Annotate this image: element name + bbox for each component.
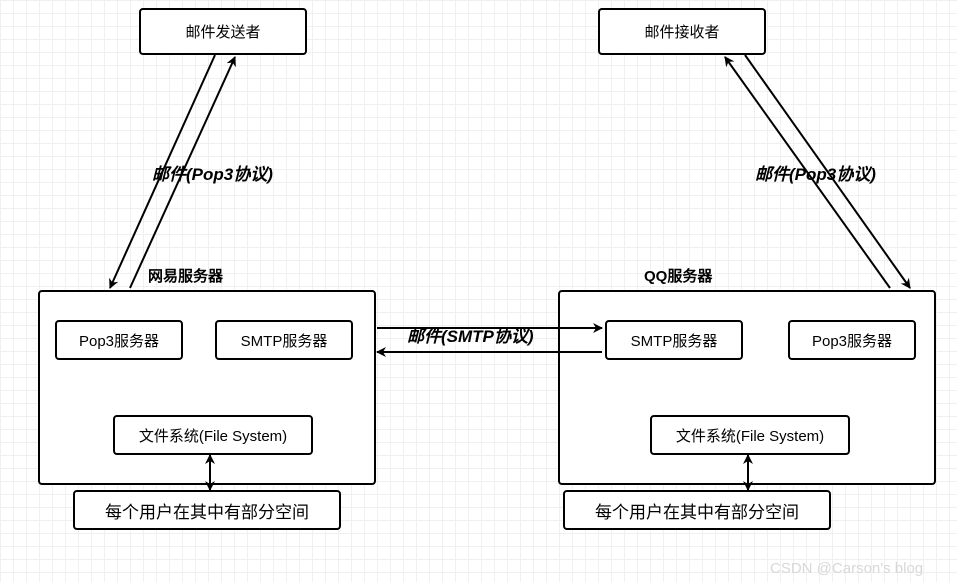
smtp-l-label: SMTP服务器 xyxy=(241,330,328,351)
smtp-server-left: SMTP服务器 xyxy=(215,320,353,360)
receiver-label: 邮件接收者 xyxy=(644,21,719,42)
space-r-label: 每个用户在其中有部分空间 xyxy=(595,498,799,523)
watermark-text: CSDN @Carson's blog xyxy=(770,560,923,577)
file-system-right: 文件系统(File System) xyxy=(650,415,850,455)
space-l-label: 每个用户在其中有部分空间 xyxy=(105,498,309,523)
fs-l-label: 文件系统(File System) xyxy=(139,425,287,446)
pop3-server-left: Pop3服务器 xyxy=(55,320,183,360)
sender-label: 邮件发送者 xyxy=(185,21,260,42)
smtp-label-center: 邮件(SMTP协议) xyxy=(407,322,534,347)
pop3-label-right: 邮件(Pop3协议) xyxy=(755,160,876,185)
qq-server-label: QQ服务器 xyxy=(644,265,712,286)
user-space-right: 每个用户在其中有部分空间 xyxy=(563,490,831,530)
sender-box: 邮件发送者 xyxy=(139,8,307,55)
smtp-r-label: SMTP服务器 xyxy=(631,330,718,351)
fs-r-label: 文件系统(File System) xyxy=(676,425,824,446)
netease-server-label: 网易服务器 xyxy=(148,265,223,286)
pop3-r-label: Pop3服务器 xyxy=(812,330,892,351)
file-system-left: 文件系统(File System) xyxy=(113,415,313,455)
pop3-l-label: Pop3服务器 xyxy=(79,330,159,351)
pop3-server-right: Pop3服务器 xyxy=(788,320,916,360)
pop3-label-left: 邮件(Pop3协议) xyxy=(152,160,273,185)
receiver-box: 邮件接收者 xyxy=(598,8,766,55)
user-space-left: 每个用户在其中有部分空间 xyxy=(73,490,341,530)
smtp-server-right: SMTP服务器 xyxy=(605,320,743,360)
